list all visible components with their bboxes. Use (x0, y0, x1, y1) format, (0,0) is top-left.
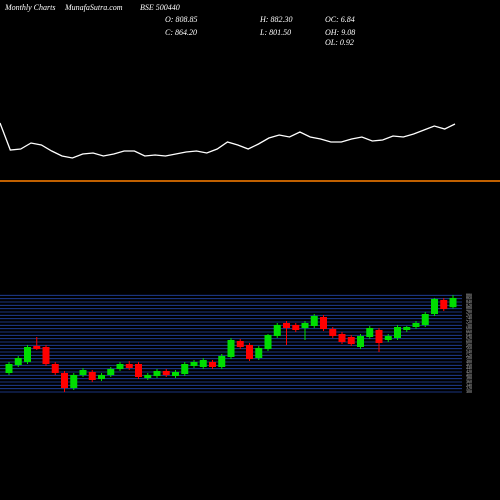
candle-body (107, 369, 115, 375)
candle-body (125, 364, 133, 368)
candle-body (236, 341, 244, 347)
candle-body (366, 328, 374, 337)
y-tick-label: 760 (466, 312, 472, 317)
candle-body (347, 337, 355, 344)
candle-body (338, 334, 346, 342)
y-tick-label: 880 (466, 292, 472, 297)
candle-body (218, 356, 226, 367)
y-tick-label: 500 (466, 356, 472, 361)
y-tick-label: 640 (466, 332, 472, 337)
y-tick-label: 820 (466, 302, 472, 307)
open-label: O: 808.85 (165, 15, 197, 24)
candle-body (172, 372, 179, 376)
y-tick-label: 660 (466, 329, 472, 334)
candle-body (61, 373, 68, 388)
candle-body (431, 299, 438, 314)
candle-body (51, 364, 59, 373)
y-tick-label: 700 (466, 322, 472, 327)
candle-body (384, 336, 392, 340)
candle-body (320, 317, 327, 329)
candle-body (14, 358, 22, 365)
ol-label: OL: 0.92 (325, 38, 354, 47)
candle-body (199, 360, 207, 367)
low-label: L: 801.50 (259, 28, 291, 37)
candle-body (329, 329, 337, 336)
candle-body (79, 370, 87, 375)
candle-body (162, 371, 170, 375)
candle-body (292, 325, 300, 330)
candle-body (70, 375, 78, 388)
y-tick-label: 360 (466, 379, 472, 384)
candle-body (283, 323, 290, 328)
close-label: C: 864.20 (165, 28, 197, 37)
site-name: MunafaSutra.com (64, 3, 123, 12)
candle-body (357, 336, 364, 347)
candle-body (421, 314, 429, 325)
candle-body (264, 335, 272, 349)
y-tick-label: 380 (466, 376, 472, 381)
candle-body (412, 323, 420, 327)
candle-body (5, 364, 13, 373)
high-label: H: 882.30 (259, 15, 292, 24)
y-tick-label: 800 (466, 306, 472, 311)
candle-body (449, 297, 457, 308)
y-tick-label: 780 (466, 309, 472, 314)
y-tick-label: 580 (466, 342, 472, 347)
candle-body (88, 372, 96, 380)
y-tick-label: 340 (466, 382, 472, 387)
candle-body (273, 325, 281, 336)
candle-body (227, 340, 235, 357)
candle-body (246, 345, 253, 359)
y-tick-label: 720 (466, 319, 472, 324)
candle-body (33, 346, 41, 349)
candle-body (440, 300, 448, 309)
candle-body (394, 327, 401, 338)
y-tick-label: 680 (466, 326, 472, 331)
indicator-line (0, 122, 456, 159)
candle-body (209, 362, 216, 367)
y-tick-label: 600 (466, 339, 472, 344)
candle-body (190, 362, 198, 366)
candle-body (135, 364, 142, 377)
candle-body (24, 347, 31, 362)
y-tick-label: 400 (466, 372, 472, 377)
y-tick-label: 480 (466, 359, 472, 364)
candle-body (255, 348, 263, 358)
chart-label: Monthly Charts (4, 3, 55, 12)
y-tick-label: 520 (466, 352, 472, 357)
candle-body (310, 316, 318, 326)
candle-body (181, 364, 189, 374)
oh-label: OH: 9.08 (325, 28, 355, 37)
candle-body (403, 327, 411, 330)
y-tick-label: 860 (466, 296, 472, 301)
y-tick-label: 620 (466, 336, 472, 341)
candle-body (144, 375, 152, 378)
candle-body (375, 330, 383, 343)
y-tick-label: 300 (466, 389, 472, 394)
y-tick-label: 740 (466, 316, 472, 321)
symbol: BSE 500440 (140, 3, 180, 12)
y-tick-label: 420 (466, 369, 472, 374)
y-tick-label: 460 (466, 362, 472, 367)
candle-body (98, 375, 105, 379)
y-tick-label: 540 (466, 349, 472, 354)
oc-label: OC: 6.84 (325, 15, 355, 24)
candle-body (42, 347, 50, 364)
y-tick-label: 440 (466, 366, 472, 371)
y-tick-label: 560 (466, 346, 472, 351)
y-tick-label: 320 (466, 386, 472, 391)
candle-body (116, 364, 124, 369)
candle-body (301, 323, 309, 328)
candle-body (153, 371, 161, 376)
y-tick-label: 840 (466, 299, 472, 304)
